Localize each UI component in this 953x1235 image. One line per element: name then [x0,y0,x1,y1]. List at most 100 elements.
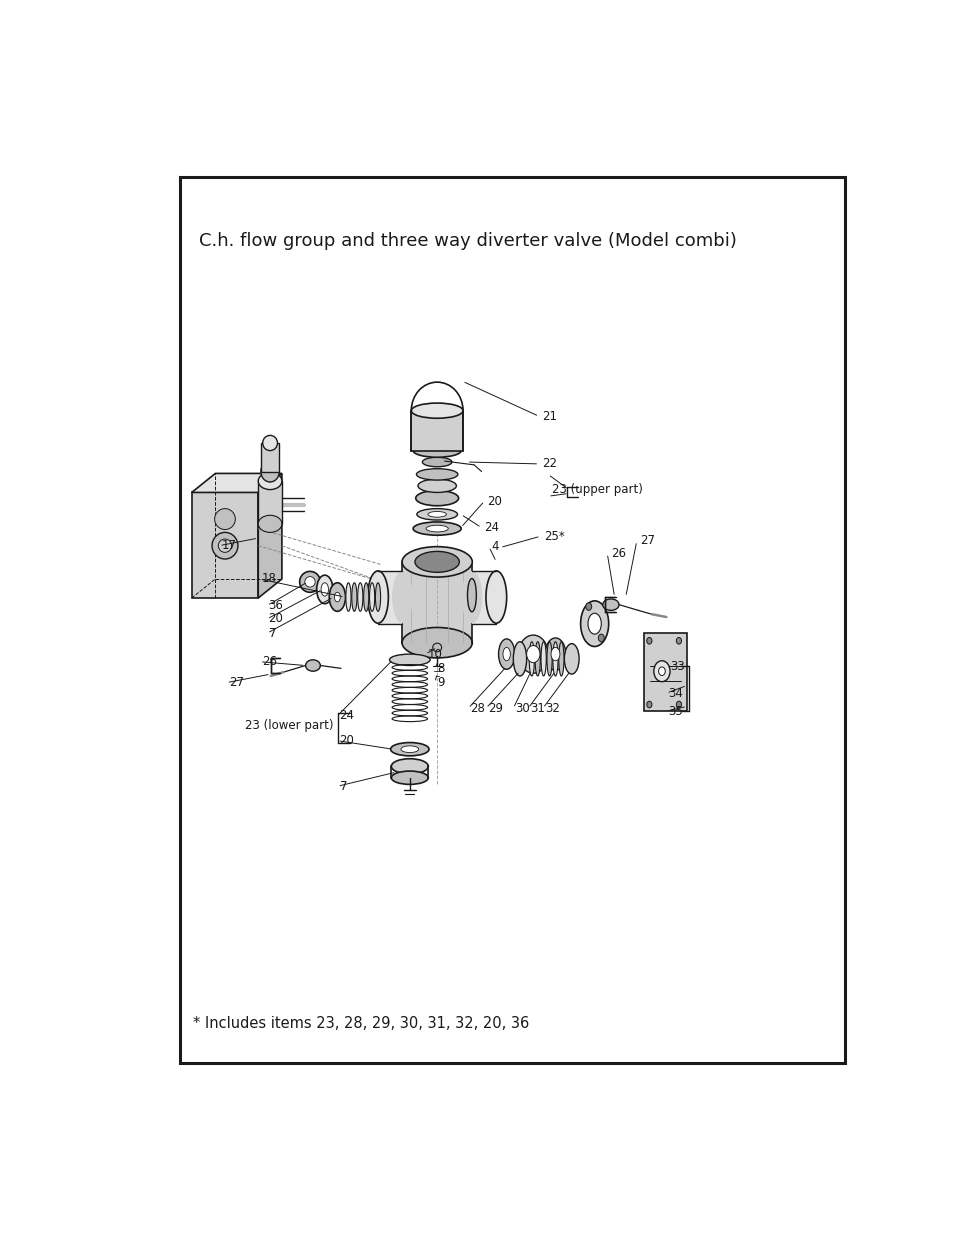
Ellipse shape [529,642,534,676]
Polygon shape [192,473,282,493]
Ellipse shape [535,642,539,676]
Ellipse shape [416,509,457,520]
Ellipse shape [258,515,281,532]
Ellipse shape [416,468,457,480]
Ellipse shape [299,572,320,593]
Text: 28: 28 [470,701,485,715]
Ellipse shape [422,457,452,467]
Ellipse shape [598,634,603,642]
Ellipse shape [558,642,563,676]
Bar [402,562,472,642]
Ellipse shape [646,701,651,708]
Ellipse shape [369,583,375,611]
Polygon shape [192,493,258,598]
Ellipse shape [390,742,429,756]
Polygon shape [258,482,282,524]
Text: 8: 8 [436,662,444,674]
Ellipse shape [411,403,462,419]
Text: 21: 21 [541,410,557,422]
Ellipse shape [258,473,281,489]
Ellipse shape [517,635,547,673]
Text: 23 (upper part): 23 (upper part) [551,483,642,496]
Ellipse shape [540,642,546,676]
Text: 31: 31 [530,701,544,715]
Ellipse shape [413,443,460,457]
Ellipse shape [426,525,448,532]
Text: 24: 24 [339,709,355,722]
Bar [377,572,402,624]
Text: 34: 34 [667,687,682,699]
Ellipse shape [375,583,380,611]
Ellipse shape [676,637,680,645]
Ellipse shape [433,643,441,652]
Text: C.h. flow group and three way diverter valve (Model combi): C.h. flow group and three way diverter v… [199,232,737,249]
Ellipse shape [389,655,430,666]
Ellipse shape [415,551,459,572]
Ellipse shape [392,571,413,624]
Bar [411,411,462,451]
Ellipse shape [346,583,351,611]
Ellipse shape [580,601,608,646]
Ellipse shape [363,583,369,611]
Ellipse shape [658,667,664,676]
Text: 29: 29 [488,701,502,715]
Ellipse shape [329,583,345,611]
Ellipse shape [653,661,669,682]
Text: 20: 20 [339,734,355,747]
Text: 35: 35 [667,705,682,718]
Text: 26: 26 [610,547,625,559]
Text: * Includes items 23, 28, 29, 30, 31, 32, 20, 36: * Includes items 23, 28, 29, 30, 31, 32,… [193,1015,529,1031]
Ellipse shape [401,547,472,577]
Text: 27: 27 [639,535,655,547]
Ellipse shape [676,701,680,708]
Ellipse shape [498,638,515,669]
Ellipse shape [391,771,428,784]
Text: 26: 26 [262,656,276,668]
Text: 9: 9 [436,676,444,689]
Ellipse shape [526,646,539,663]
Text: 22: 22 [541,457,557,471]
Text: 25*: 25* [543,530,564,542]
Ellipse shape [544,638,565,671]
Ellipse shape [553,642,558,676]
Ellipse shape [321,583,328,597]
Ellipse shape [485,571,506,624]
Ellipse shape [502,647,510,661]
Text: 32: 32 [544,701,559,715]
Ellipse shape [352,583,356,611]
Ellipse shape [587,614,600,634]
Ellipse shape [564,643,578,674]
Ellipse shape [428,511,446,517]
Ellipse shape [546,642,552,676]
Ellipse shape [400,746,418,752]
Ellipse shape [602,599,618,610]
Ellipse shape [417,479,456,493]
Ellipse shape [357,583,362,611]
Ellipse shape [461,571,482,624]
Ellipse shape [316,576,333,604]
Text: 7: 7 [339,779,347,793]
Text: 17: 17 [221,540,236,552]
Bar [472,572,496,624]
Ellipse shape [391,758,428,774]
Ellipse shape [305,659,320,672]
Ellipse shape [401,627,472,658]
Ellipse shape [212,532,237,559]
Ellipse shape [335,593,340,601]
Ellipse shape [467,578,476,611]
Ellipse shape [260,461,279,482]
Text: 30: 30 [515,701,530,715]
Text: 27: 27 [229,676,243,689]
Ellipse shape [513,642,526,676]
Ellipse shape [551,647,559,661]
Text: 7: 7 [269,626,275,640]
Ellipse shape [416,490,458,506]
Bar [261,443,278,472]
Ellipse shape [214,509,235,530]
Ellipse shape [305,577,314,587]
Text: 20: 20 [486,494,501,508]
Ellipse shape [646,637,651,645]
Ellipse shape [367,571,388,624]
Bar [643,634,686,711]
Ellipse shape [262,436,277,451]
